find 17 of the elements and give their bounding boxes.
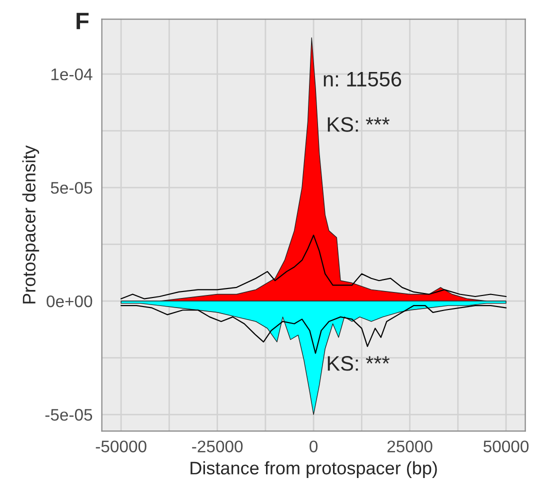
annotation: n: 11556 <box>324 72 402 87</box>
y-tick-label: 5e-05 <box>50 182 92 194</box>
line-series <box>120 234 507 300</box>
x-tick-label: -50000 <box>96 440 146 452</box>
annotation: KS: *** <box>328 356 390 371</box>
x-tick-label: -25000 <box>192 440 243 452</box>
line-series <box>120 305 507 354</box>
y-tick-label: 1e-04 <box>51 68 92 80</box>
y-tick-label: -5e-05 <box>45 408 92 421</box>
chart-title: F <box>76 12 89 30</box>
y-tick-label: 0e+00 <box>46 295 92 308</box>
annotation: KS: *** <box>328 117 390 132</box>
x-tick-label: 25000 <box>387 440 432 452</box>
x-axis-title: Distance from protospacer (bp) <box>190 461 437 478</box>
x-tick-label: 0 <box>310 440 318 452</box>
x-tick-label: 50000 <box>484 440 529 452</box>
y-axis-title: Protospacer density <box>22 145 40 304</box>
